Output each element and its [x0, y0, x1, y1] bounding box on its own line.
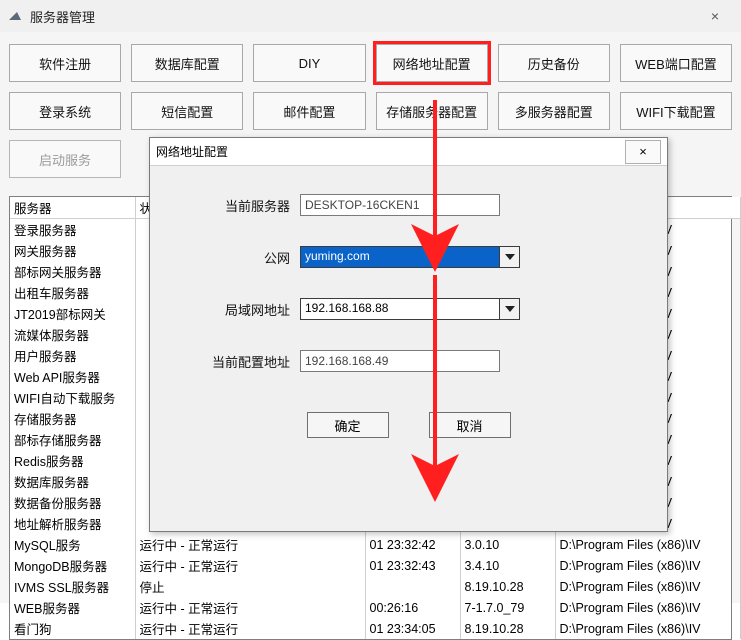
label-current-server: 当前服务器 — [170, 196, 300, 215]
start-service-button[interactable]: 启动服务 — [9, 140, 121, 178]
table-cell — [365, 576, 460, 597]
table-cell: 8.19.10.28 — [460, 576, 555, 597]
table-cell: 用户服务器 — [10, 345, 135, 366]
row-lan-addr: 局域网地址 192.168.168.88 — [170, 298, 647, 320]
label-current-config-addr: 当前配置地址 — [170, 352, 300, 371]
table-cell: 运行中 - 正常运行 — [135, 597, 365, 618]
row-public-net: 公网 yuming.com — [170, 246, 647, 268]
row-current-config-addr: 当前配置地址 — [170, 350, 647, 372]
table-row[interactable]: 看门狗运行中 - 正常运行01 23:34:058.19.10.28D:\Pro… — [10, 618, 740, 639]
table-cell: JT2019部标网关 — [10, 303, 135, 324]
table-cell: WEB服务器 — [10, 597, 135, 618]
toolbar-button[interactable]: WIFI下载配置 — [620, 92, 732, 130]
network-config-dialog: 网络地址配置 × 当前服务器 公网 yuming.com 局域网地址 — [149, 137, 668, 532]
dialog-button-row: 确定 取消 — [170, 412, 647, 438]
table-cell: MongoDB服务器 — [10, 555, 135, 576]
combo-public-net-value: yuming.com — [301, 247, 499, 267]
toolbar-button[interactable]: 邮件配置 — [253, 92, 365, 130]
dialog-body: 当前服务器 公网 yuming.com 局域网地址 192.168.168.88 — [150, 166, 667, 438]
dialog-close-button[interactable]: × — [625, 140, 661, 164]
toolbar-button[interactable]: 多服务器配置 — [498, 92, 610, 130]
table-cell: 01 23:34:05 — [365, 618, 460, 639]
cancel-button[interactable]: 取消 — [429, 412, 511, 438]
toolbar-row: 登录系统短信配置邮件配置存储服务器配置多服务器配置 WIFI下载配置 — [9, 92, 732, 130]
dialog-title: 网络地址配置 — [156, 143, 625, 160]
table-cell: WIFI自动下载服务 — [10, 387, 135, 408]
combo-lan-addr-value: 192.168.168.88 — [301, 299, 499, 319]
toolbar-button[interactable]: DIY — [253, 44, 365, 82]
ok-button[interactable]: 确定 — [307, 412, 389, 438]
table-cell: 3.4.10 — [460, 555, 555, 576]
table-cell: 运行中 - 正常运行 — [135, 534, 365, 555]
table-cell: 看门狗 — [10, 618, 135, 639]
toolbar-button[interactable]: WEB端口配置 — [620, 44, 732, 82]
main-close-button[interactable]: × — [695, 0, 735, 32]
toolbar-button[interactable]: 历史备份 — [498, 44, 610, 82]
table-cell: 01 23:32:43 — [365, 555, 460, 576]
table-cell: 8.19.10.28 — [460, 618, 555, 639]
table-header[interactable]: 服务器 — [10, 197, 135, 219]
table-cell: 部标存储服务器 — [10, 429, 135, 450]
chevron-down-icon[interactable] — [499, 299, 519, 319]
table-cell: 部标网关服务器 — [10, 261, 135, 282]
table-cell: 3.0.10 — [460, 534, 555, 555]
input-current-config-addr[interactable] — [300, 350, 500, 372]
table-cell: 流媒体服务器 — [10, 324, 135, 345]
main-titlebar: 服务器管理 × — [0, 0, 741, 32]
table-cell: 数据备份服务器 — [10, 492, 135, 513]
row-current-server: 当前服务器 — [170, 194, 647, 216]
combo-public-net[interactable]: yuming.com — [300, 246, 520, 268]
toolbar-button[interactable]: 短信配置 — [131, 92, 243, 130]
table-cell: D:\Program Files (x86)\IV — [555, 597, 740, 618]
app-icon — [6, 7, 24, 25]
label-lan-addr: 局域网地址 — [170, 300, 300, 319]
table-cell: 出租车服务器 — [10, 282, 135, 303]
table-row[interactable]: MongoDB服务器运行中 - 正常运行01 23:32:433.4.10D:\… — [10, 555, 740, 576]
label-public-net: 公网 — [170, 248, 300, 267]
table-cell: 7-1.7.0_79 — [460, 597, 555, 618]
table-cell: Web API服务器 — [10, 366, 135, 387]
table-row[interactable]: IVMS SSL服务器停止 8.19.10.28D:\Program Files … — [10, 576, 740, 597]
table-cell: 运行中 - 正常运行 — [135, 618, 365, 639]
toolbar-button[interactable]: 存储服务器配置 — [376, 92, 488, 130]
table-row[interactable]: WEB服务器运行中 - 正常运行00:26:167-1.7.0_79D:\Pro… — [10, 597, 740, 618]
table-cell: 停止 — [135, 576, 365, 597]
table-cell: 登录服务器 — [10, 219, 135, 241]
table-cell: 地址解析服务器 — [10, 513, 135, 534]
toolbar-button[interactable]: 数据库配置 — [131, 44, 243, 82]
toolbar-button[interactable]: 网络地址配置 — [376, 44, 488, 82]
table-cell: IVMS SSL服务器 — [10, 576, 135, 597]
table-cell: D:\Program Files (x86)\IV — [555, 555, 740, 576]
combo-lan-addr[interactable]: 192.168.168.88 — [300, 298, 520, 320]
dialog-titlebar: 网络地址配置 × — [150, 138, 667, 166]
toolbar-row: 软件注册数据库配置 DIY 网络地址配置历史备份 WEB端口配置 — [9, 44, 732, 82]
toolbar-button[interactable]: 软件注册 — [9, 44, 121, 82]
table-cell: 00:26:16 — [365, 597, 460, 618]
input-current-server[interactable] — [300, 194, 500, 216]
table-cell: 存储服务器 — [10, 408, 135, 429]
table-cell: 运行中 - 正常运行 — [135, 555, 365, 576]
table-cell: Redis服务器 — [10, 450, 135, 471]
table-cell: 01 23:32:42 — [365, 534, 460, 555]
chevron-down-icon[interactable] — [499, 247, 519, 267]
table-cell: 数据库服务器 — [10, 471, 135, 492]
table-cell: D:\Program Files (x86)\IV — [555, 576, 740, 597]
table-cell: D:\Program Files (x86)\IV — [555, 534, 740, 555]
toolbar-button[interactable]: 登录系统 — [9, 92, 121, 130]
table-cell: MySQL服务 — [10, 534, 135, 555]
table-row[interactable]: MySQL服务运行中 - 正常运行01 23:32:423.0.10D:\Pro… — [10, 534, 740, 555]
table-cell: D:\Program Files (x86)\IV — [555, 618, 740, 639]
table-cell: 网关服务器 — [10, 240, 135, 261]
main-window-title: 服务器管理 — [30, 7, 695, 26]
